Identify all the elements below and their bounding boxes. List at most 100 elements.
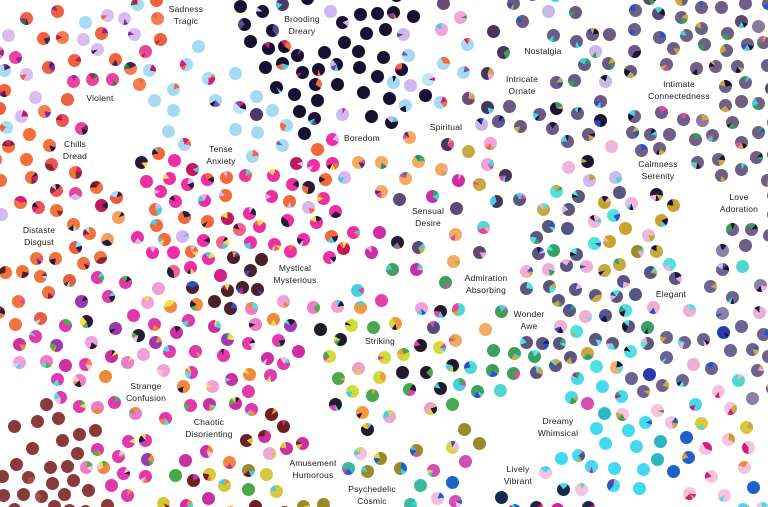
- artwork-dot[interactable]: [575, 482, 589, 496]
- artwork-dot[interactable]: [347, 226, 361, 240]
- artwork-dot[interactable]: [240, 434, 254, 448]
- artwork-dot[interactable]: [654, 106, 668, 120]
- artwork-dot[interactable]: [752, 126, 765, 140]
- artwork-dot[interactable]: [434, 95, 447, 109]
- artwork-dot[interactable]: [618, 221, 632, 235]
- artwork-dot[interactable]: [714, 169, 728, 183]
- artwork-dot[interactable]: [696, 332, 710, 346]
- artwork-dot[interactable]: [51, 412, 65, 426]
- artwork-dot[interactable]: [736, 503, 750, 507]
- artwork-dot[interactable]: [0, 46, 5, 59]
- artwork-dot[interactable]: [48, 252, 62, 266]
- artwork-dot[interactable]: [102, 290, 116, 304]
- artwork-dot[interactable]: [313, 323, 327, 337]
- artwork-dot[interactable]: [296, 436, 310, 450]
- artwork-dot[interactable]: [2, 28, 15, 42]
- artwork-dot[interactable]: [99, 370, 113, 383]
- artwork-dot[interactable]: [316, 191, 330, 205]
- artwork-dot[interactable]: [555, 452, 569, 466]
- artwork-dot[interactable]: [67, 54, 81, 68]
- artwork-dot[interactable]: [16, 488, 30, 502]
- artwork-dot[interactable]: [181, 313, 195, 327]
- artwork-dot[interactable]: [76, 33, 90, 46]
- artwork-dot[interactable]: [260, 351, 274, 365]
- artwork-dot[interactable]: [145, 245, 159, 259]
- artwork-dot[interactable]: [425, 189, 439, 203]
- artwork-dot[interactable]: [123, 61, 137, 75]
- artwork-dot[interactable]: [1, 139, 15, 153]
- artwork-dot[interactable]: [14, 109, 28, 123]
- artwork-dot[interactable]: [223, 456, 237, 470]
- artwork-dot[interactable]: [208, 319, 222, 333]
- artwork-dot[interactable]: [765, 81, 768, 95]
- artwork-dot[interactable]: [724, 401, 738, 415]
- artwork-dot[interactable]: [446, 358, 460, 372]
- artwork-dot[interactable]: [738, 76, 752, 90]
- artwork-dot[interactable]: [740, 421, 754, 435]
- artwork-dot[interactable]: [588, 288, 602, 302]
- artwork-dot[interactable]: [694, 417, 708, 430]
- artwork-dot[interactable]: [90, 181, 104, 195]
- artwork-dot[interactable]: [19, 152, 33, 166]
- artwork-dot[interactable]: [519, 264, 533, 278]
- artwork-dot[interactable]: [393, 461, 407, 475]
- artwork-dot[interactable]: [653, 435, 667, 449]
- artwork-dot[interactable]: [351, 283, 365, 297]
- artwork-dot[interactable]: [740, 37, 754, 51]
- artwork-dot[interactable]: [78, 358, 92, 372]
- artwork-dot[interactable]: [507, 504, 521, 507]
- artwork-dot[interactable]: [25, 441, 39, 455]
- artwork-dot[interactable]: [382, 409, 396, 423]
- artwork-dot[interactable]: [632, 481, 646, 495]
- artwork-dot[interactable]: [109, 321, 123, 335]
- artwork-dot[interactable]: [310, 94, 324, 107]
- artwork-dot[interactable]: [708, 60, 722, 74]
- artwork-dot[interactable]: [162, 124, 176, 138]
- artwork-dot[interactable]: [596, 380, 610, 394]
- artwork-dot[interactable]: [629, 439, 643, 453]
- emotion-label-violent[interactable]: Violent: [86, 92, 113, 104]
- artwork-dot[interactable]: [266, 103, 280, 117]
- artwork-dot[interactable]: [296, 232, 310, 246]
- artwork-dot[interactable]: [50, 373, 64, 387]
- artwork-dot[interactable]: [542, 263, 556, 277]
- artwork-dot[interactable]: [644, 127, 658, 141]
- artwork-dot[interactable]: [191, 39, 205, 53]
- artwork-dot[interactable]: [662, 257, 676, 271]
- artwork-dot[interactable]: [238, 169, 252, 182]
- artwork-dot[interactable]: [51, 5, 65, 19]
- artwork-dot[interactable]: [461, 145, 475, 159]
- artwork-dot[interactable]: [90, 271, 104, 285]
- artwork-dot[interactable]: [725, 223, 739, 236]
- artwork-dot[interactable]: [695, 113, 709, 127]
- artwork-dot[interactable]: [214, 269, 228, 282]
- artwork-dot[interactable]: [562, 203, 576, 217]
- artwork-dot[interactable]: [73, 374, 87, 388]
- artwork-dot[interactable]: [472, 177, 486, 191]
- artwork-dot[interactable]: [610, 361, 623, 375]
- artwork-dot[interactable]: [580, 346, 594, 360]
- artwork-dot[interactable]: [530, 231, 544, 244]
- artwork-dot[interactable]: [63, 274, 77, 288]
- artwork-dot[interactable]: [569, 5, 583, 19]
- artwork-dot[interactable]: [85, 336, 99, 350]
- artwork-dot[interactable]: [312, 62, 326, 76]
- artwork-dot[interactable]: [139, 433, 153, 447]
- artwork-dot[interactable]: [289, 157, 303, 171]
- artwork-dot[interactable]: [622, 424, 636, 438]
- artwork-dot[interactable]: [711, 153, 725, 167]
- artwork-dot[interactable]: [599, 437, 613, 451]
- artwork-dot[interactable]: [335, 16, 349, 30]
- artwork-dot[interactable]: [751, 19, 765, 33]
- artwork-dot[interactable]: [0, 266, 12, 280]
- artwork-dot[interactable]: [603, 28, 617, 42]
- artwork-dot[interactable]: [402, 48, 416, 62]
- artwork-dot[interactable]: [50, 183, 64, 197]
- artwork-dot[interactable]: [94, 26, 108, 40]
- artwork-dot[interactable]: [765, 381, 768, 395]
- artwork-dot[interactable]: [599, 309, 612, 323]
- artwork-dot[interactable]: [446, 476, 460, 490]
- artwork-dot[interactable]: [42, 60, 56, 74]
- artwork-dot[interactable]: [637, 384, 651, 398]
- artwork-dot[interactable]: [325, 156, 339, 170]
